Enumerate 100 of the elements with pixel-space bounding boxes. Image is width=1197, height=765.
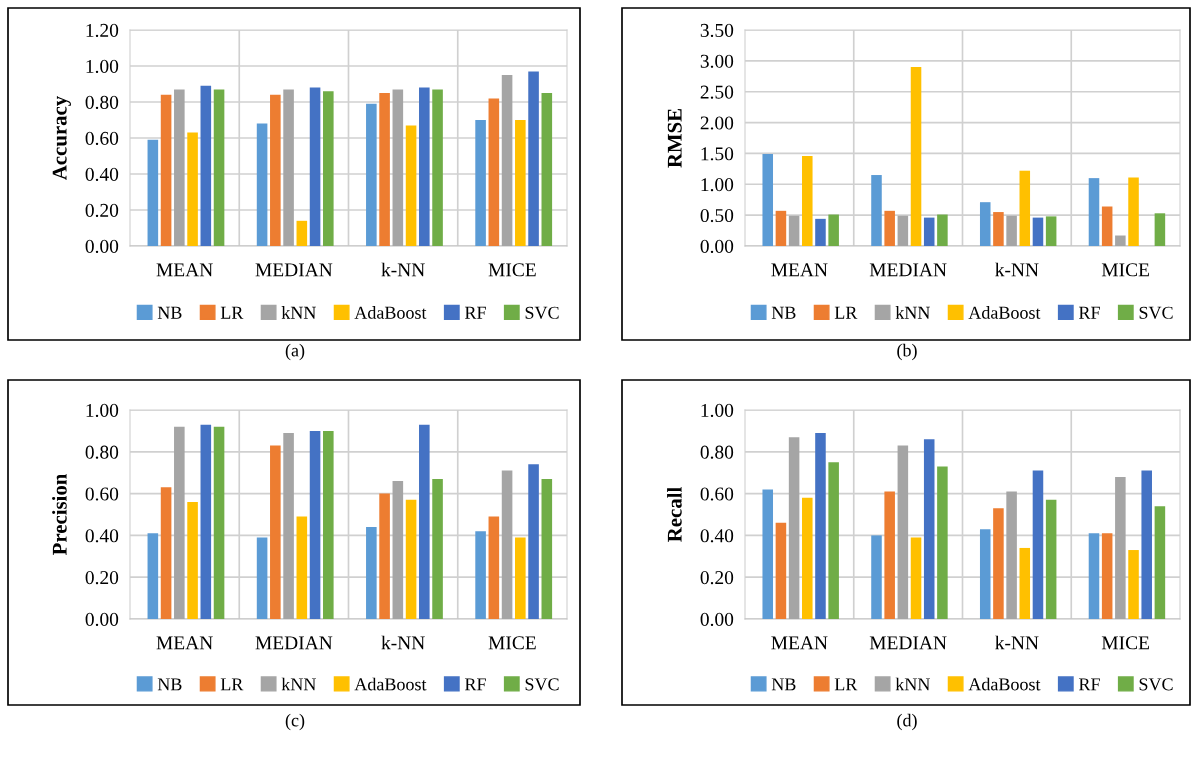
- legend-label: NB: [771, 678, 796, 691]
- bar: [213, 426, 225, 619]
- legend-label: RF: [1078, 678, 1100, 691]
- x-tick-label: MEDIAN: [869, 263, 947, 277]
- bar: [1141, 470, 1152, 619]
- x-tick-label: MEDIAN: [255, 636, 333, 650]
- y-tick-label: 1.00: [701, 178, 734, 192]
- bar: [528, 71, 539, 246]
- bar: [419, 424, 430, 619]
- bar: [379, 493, 390, 619]
- bar: [296, 220, 308, 246]
- bar: [884, 491, 895, 619]
- bar: [775, 210, 787, 246]
- y-tick-label: 0.20: [700, 571, 734, 585]
- x-tick-label: MEAN: [156, 636, 213, 650]
- legend-label: SVC: [525, 306, 559, 319]
- bar: [815, 218, 826, 246]
- bar: [897, 215, 909, 246]
- y-axis-title: Recall: [667, 487, 682, 542]
- bar: [1032, 217, 1044, 246]
- y-tick-label: 0.60: [700, 487, 734, 501]
- bar: [762, 154, 774, 246]
- x-tick-label: k-NN: [995, 635, 1039, 650]
- legend-label: NB: [157, 306, 182, 319]
- y-tick-label: 1.00: [86, 403, 119, 418]
- x-tick-label: MEDIAN: [255, 263, 333, 277]
- y-tick-label: 0.40: [85, 167, 119, 182]
- bar: [366, 103, 377, 246]
- bar: [174, 426, 185, 619]
- y-tick-label: 2.00: [700, 116, 734, 130]
- bar: [488, 98, 500, 246]
- y-tick-label: 1.50: [701, 147, 734, 161]
- bar: [1088, 178, 1100, 246]
- bar: [187, 501, 198, 619]
- legend-label: AdaBoost: [354, 306, 427, 319]
- bar: [1032, 470, 1044, 619]
- bar: [1088, 533, 1100, 619]
- y-tick-label: 1.00: [86, 59, 119, 74]
- bar: [432, 89, 443, 246]
- y-tick-label: 1.00: [701, 403, 734, 418]
- legend-label: LR: [220, 678, 244, 691]
- bar: [200, 424, 212, 619]
- bar: [1019, 547, 1031, 619]
- x-tick-label: k-NN: [381, 635, 425, 650]
- bar: [788, 437, 800, 619]
- y-tick-label: 3.00: [700, 54, 734, 68]
- legend-label: kNN: [895, 306, 930, 319]
- bar: [160, 94, 172, 246]
- text: (b): [897, 343, 917, 361]
- bar: [501, 470, 513, 619]
- bar: [1115, 476, 1126, 619]
- bar: [541, 93, 553, 246]
- text: (d): [897, 713, 917, 731]
- y-tick-label: 0.00: [700, 612, 734, 627]
- legend-label: LR: [220, 306, 244, 319]
- bar: [1128, 550, 1139, 619]
- y-tick-label: 0.60: [85, 487, 119, 501]
- bar: [323, 430, 334, 619]
- y-axis-title: Accuracy: [52, 95, 71, 181]
- bar: [828, 462, 839, 619]
- bar: [1045, 216, 1057, 246]
- bar: [910, 67, 922, 246]
- x-tick-label: MICE: [1101, 263, 1149, 277]
- bar: [1101, 206, 1113, 246]
- y-tick-label: 0.80: [700, 445, 734, 459]
- y-tick-label: 0.20: [85, 571, 119, 585]
- bar: [910, 537, 922, 619]
- x-tick-label: MEAN: [156, 263, 213, 277]
- legend-label: RF: [464, 306, 486, 319]
- text: (c): [285, 713, 305, 731]
- bar: [405, 125, 417, 246]
- bar: [515, 537, 526, 619]
- bar: [379, 93, 390, 246]
- bar: [147, 139, 159, 246]
- bar: [1006, 491, 1017, 619]
- bar: [884, 210, 895, 246]
- bar: [1128, 177, 1139, 246]
- bar: [323, 91, 334, 246]
- y-tick-label: 0.40: [85, 529, 119, 543]
- bar: [802, 155, 813, 246]
- bar: [270, 445, 281, 619]
- bar: [270, 94, 281, 246]
- bar: [501, 75, 513, 246]
- legend-label: RF: [1078, 306, 1100, 319]
- x-tick-label: k-NN: [381, 262, 425, 277]
- bar: [815, 432, 826, 619]
- x-tick-label: MICE: [488, 263, 536, 277]
- bar: [213, 89, 225, 246]
- y-tick-label: 0.20: [85, 203, 119, 218]
- bar: [937, 214, 948, 246]
- bar: [1101, 533, 1113, 619]
- legend-label: AdaBoost: [968, 677, 1041, 691]
- x-tick-label: k-NN: [995, 262, 1039, 277]
- y-tick-label: 2.50: [700, 85, 734, 99]
- legend-label: SVC: [1139, 306, 1173, 319]
- bar: [160, 487, 172, 619]
- bar: [405, 499, 417, 619]
- legend-label: kNN: [895, 677, 930, 691]
- bar: [528, 464, 539, 619]
- bar: [979, 529, 991, 619]
